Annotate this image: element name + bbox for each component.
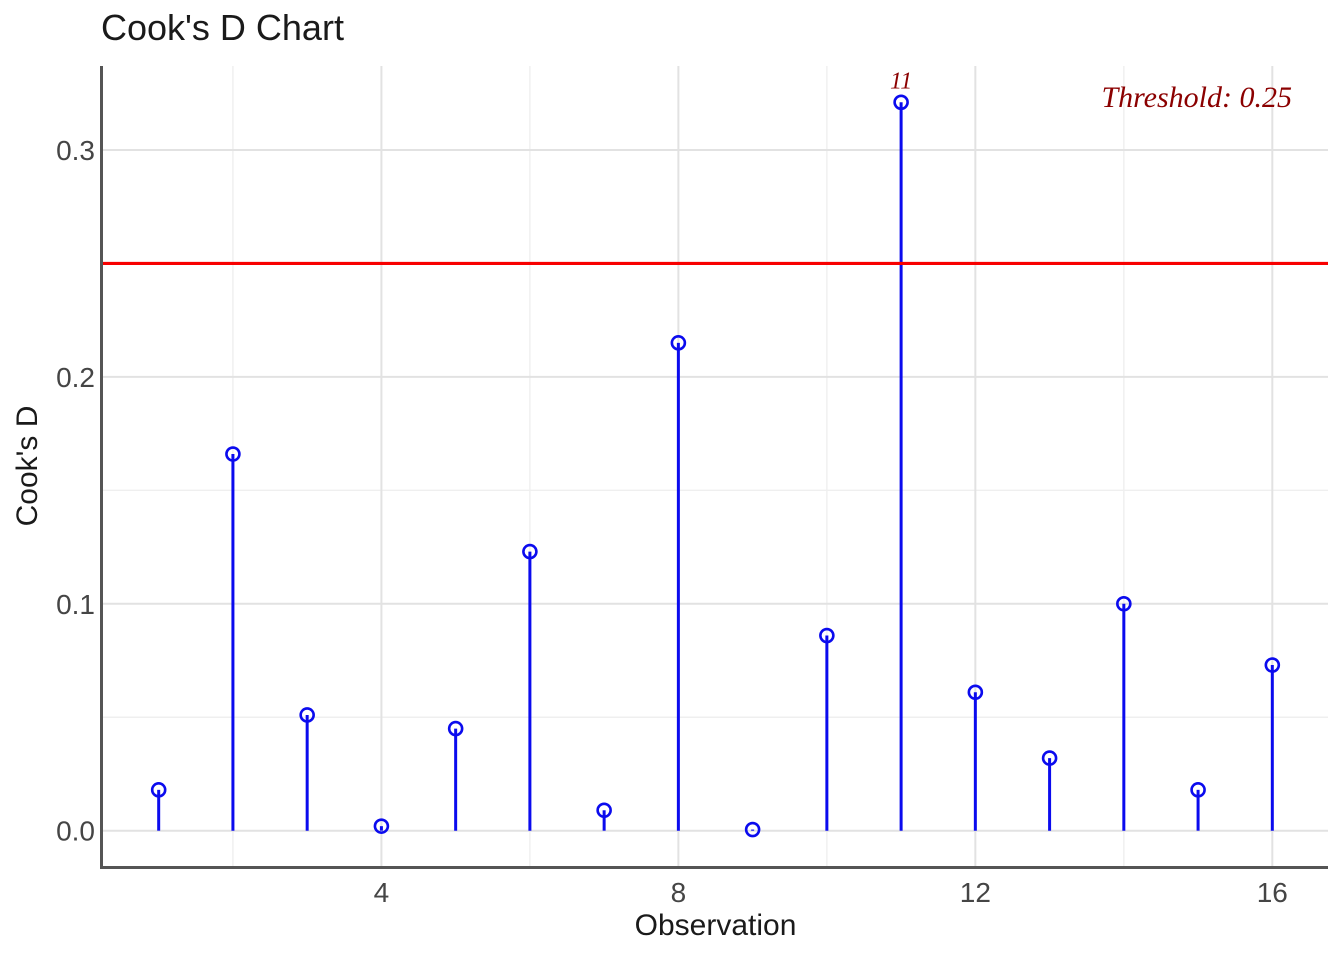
x-tick-label: 12 (960, 877, 991, 908)
x-axis-title: Observation (634, 909, 797, 942)
data-point (225, 446, 241, 462)
x-tick-label: 4 (374, 877, 390, 908)
data-point (744, 821, 761, 838)
data-point (373, 818, 390, 834)
data-point (447, 720, 464, 737)
data-point (1041, 750, 1058, 766)
y-tick-label: 0.0 (56, 816, 95, 847)
data-point (150, 782, 167, 798)
data-point (1116, 595, 1132, 612)
y-tick-label: 0.3 (56, 135, 95, 166)
chart-title: Cook's D Chart (101, 7, 344, 48)
data-point (299, 707, 315, 723)
data-point (596, 802, 612, 819)
data-point (819, 627, 835, 644)
y-axis-title: Cook's D (11, 405, 44, 527)
data-point (670, 335, 687, 351)
threshold-label: Threshold: 0.25 (1101, 81, 1292, 114)
y-tick-label: 0.2 (56, 362, 95, 393)
data-point (967, 684, 984, 701)
data-point (1190, 782, 1206, 798)
point-annotation: 11 (890, 68, 912, 94)
data-point (522, 543, 538, 560)
x-tick-label: 8 (671, 877, 687, 908)
y-tick-label: 0.1 (56, 589, 95, 620)
data-point (893, 94, 909, 111)
data-point (1264, 657, 1281, 673)
x-tick-label: 16 (1257, 877, 1288, 908)
